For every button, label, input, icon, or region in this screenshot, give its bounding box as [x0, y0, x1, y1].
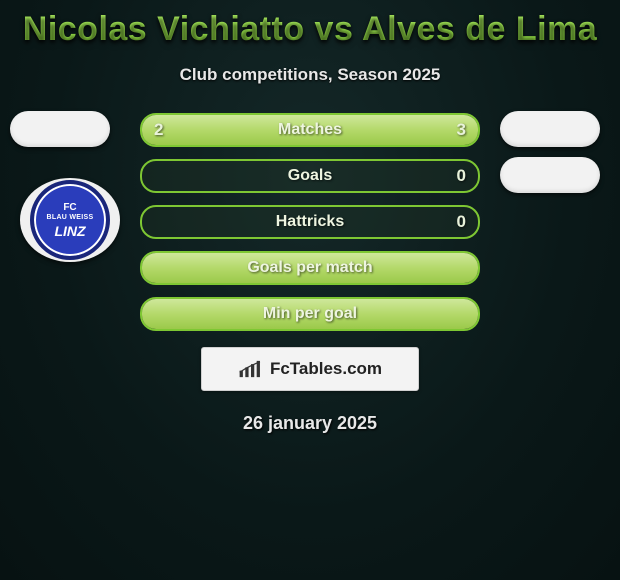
club-line-2: BLAU WEISS — [47, 214, 94, 221]
stat-bar: 0Hattricks — [140, 205, 480, 239]
club-line-1: FC — [63, 203, 76, 213]
brand-box: FcTables.com — [201, 347, 419, 391]
stat-row: Min per goal — [0, 297, 620, 329]
subtitle: Club competitions, Season 2025 — [0, 65, 620, 85]
stat-bar: Goals per match — [140, 251, 480, 285]
stat-bar: 23Matches — [140, 113, 480, 147]
stat-row: 23Matches — [0, 113, 620, 145]
stat-label: Goals — [142, 161, 478, 191]
club-badge-inner: FC BLAU WEISS LINZ — [30, 180, 110, 260]
page-title: Nicolas Vichiatto vs Alves de Lima — [0, 4, 620, 51]
stat-label: Min per goal — [142, 299, 478, 329]
stat-label: Goals per match — [142, 253, 478, 283]
date: 26 january 2025 — [0, 413, 620, 434]
brand-text: FcTables.com — [270, 359, 382, 379]
club-line-3: LINZ — [54, 224, 85, 238]
player-avatar-right — [500, 157, 600, 193]
stat-label: Hattricks — [142, 207, 478, 237]
player-avatar-left — [10, 111, 110, 147]
player-avatar-right — [500, 111, 600, 147]
stat-label: Matches — [142, 115, 478, 145]
club-badge: FC BLAU WEISS LINZ — [20, 178, 120, 262]
stat-bar: 0Goals — [140, 159, 480, 193]
stat-bar: Min per goal — [140, 297, 480, 331]
bars-icon — [238, 359, 264, 379]
